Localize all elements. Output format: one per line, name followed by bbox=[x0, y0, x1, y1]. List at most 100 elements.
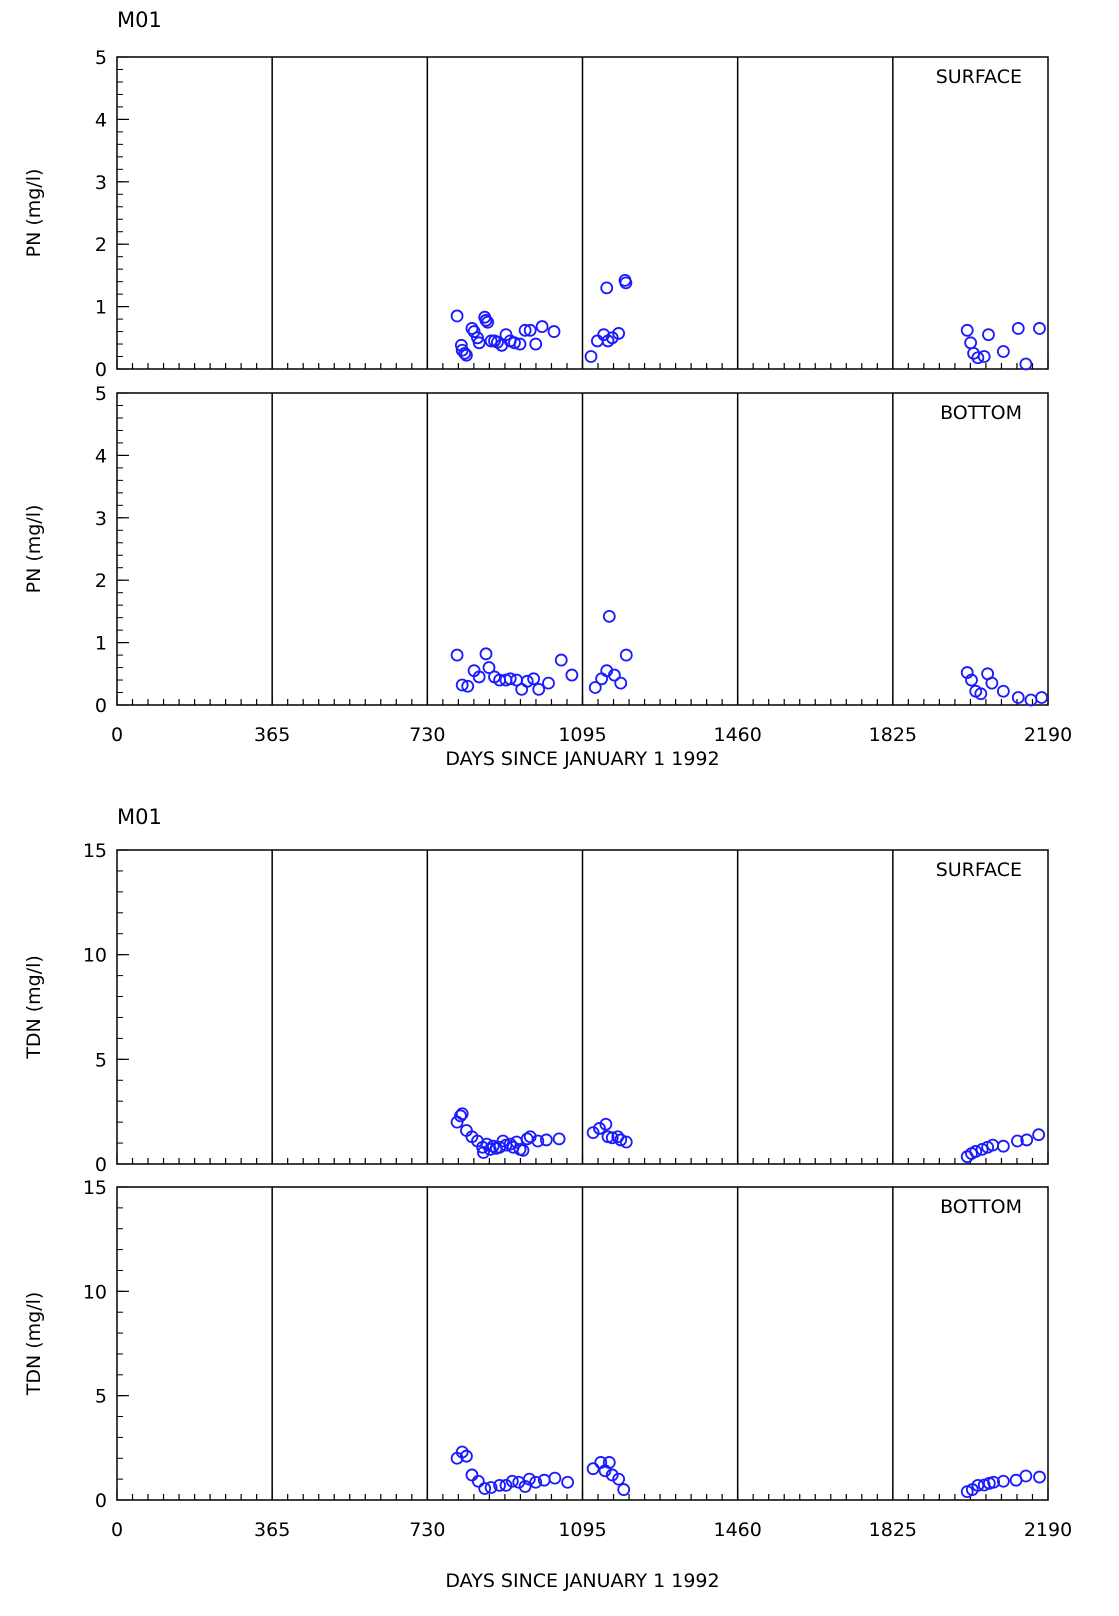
data-point bbox=[520, 674, 534, 688]
y-tick-label: 5 bbox=[95, 383, 107, 405]
data-point bbox=[996, 345, 1010, 358]
data-point bbox=[982, 328, 995, 342]
y-tick-label: 0 bbox=[95, 1490, 107, 1512]
data-point bbox=[1033, 1470, 1046, 1484]
y-tick-label: 1 bbox=[95, 633, 107, 655]
data-point bbox=[461, 679, 475, 693]
data-point bbox=[471, 1474, 485, 1488]
data-point bbox=[605, 1468, 619, 1482]
data-point bbox=[971, 351, 985, 365]
x-tick-label: 1095 bbox=[558, 724, 606, 746]
data-point bbox=[484, 334, 498, 348]
y-tick-label: 0 bbox=[95, 695, 107, 717]
data-point bbox=[455, 1107, 469, 1121]
data-point bbox=[503, 672, 517, 686]
data-point bbox=[614, 676, 628, 690]
data-point bbox=[460, 348, 473, 362]
data-point bbox=[503, 1137, 517, 1151]
x-tick-label: 730 bbox=[409, 724, 445, 746]
data-point bbox=[479, 647, 493, 661]
data-point bbox=[977, 350, 991, 363]
data-point bbox=[472, 336, 486, 350]
data-point bbox=[561, 1475, 575, 1489]
data-point bbox=[605, 1131, 619, 1145]
data-point bbox=[612, 327, 626, 340]
data-point bbox=[522, 1472, 536, 1486]
y-tick-label: 15 bbox=[83, 1177, 107, 1199]
data-point bbox=[454, 338, 468, 352]
x-axis-title: DAYS SINCE JANUARY 1 1992 bbox=[445, 1570, 719, 1592]
data-point bbox=[1035, 691, 1049, 704]
data-point bbox=[586, 1126, 600, 1139]
data-point bbox=[590, 334, 604, 348]
y-tick-label: 5 bbox=[95, 1386, 107, 1408]
data-point bbox=[964, 336, 978, 350]
data-point bbox=[539, 1133, 553, 1147]
data-point bbox=[996, 1139, 1010, 1153]
x-tick-label: 1095 bbox=[558, 1519, 606, 1541]
data-point bbox=[552, 1132, 566, 1146]
data-point bbox=[499, 1478, 513, 1492]
panel-2: 0 1 2 3 4 5 PN (mg/l) BOTTOM bbox=[23, 383, 1049, 717]
y-tick-label: 3 bbox=[95, 508, 107, 530]
data-point bbox=[542, 676, 555, 690]
data-point bbox=[465, 322, 479, 335]
data-point bbox=[593, 1122, 606, 1135]
y-tick-label: 10 bbox=[83, 1281, 107, 1303]
data-point bbox=[595, 672, 609, 686]
data-point bbox=[532, 683, 546, 696]
y-tick-label: 3 bbox=[95, 172, 107, 194]
data-point bbox=[535, 320, 549, 333]
data-point bbox=[529, 337, 543, 351]
data-point bbox=[996, 684, 1010, 698]
data-point bbox=[612, 1472, 626, 1486]
y-axis-label: TDN (mg/l) bbox=[23, 955, 45, 1060]
data-point bbox=[1011, 322, 1025, 335]
panel-1: 0 1 2 3 4 5 PN (mg/l) SURFACE bbox=[23, 47, 1049, 381]
x-tick-label: 1825 bbox=[869, 724, 917, 746]
data-point bbox=[450, 309, 464, 323]
data-point bbox=[614, 1133, 628, 1147]
panel-label: SURFACE bbox=[936, 859, 1022, 881]
data-point bbox=[607, 668, 621, 682]
data-point bbox=[975, 1142, 989, 1156]
station-label: M01 bbox=[117, 805, 162, 829]
data-point bbox=[974, 687, 988, 701]
panel-4: 0 5 10 15 TDN (mg/l) BOTTOM bbox=[23, 1177, 1049, 1512]
data-point bbox=[996, 1474, 1010, 1488]
data-point bbox=[554, 653, 568, 667]
data-point bbox=[547, 325, 561, 338]
data-point bbox=[960, 323, 974, 337]
data-point bbox=[1033, 322, 1046, 335]
data-point bbox=[985, 676, 999, 690]
data-point bbox=[477, 1146, 490, 1159]
data-point bbox=[450, 648, 464, 662]
data-point bbox=[599, 1117, 613, 1131]
data-point bbox=[619, 276, 633, 290]
data-point bbox=[529, 1475, 543, 1489]
data-point bbox=[531, 1134, 545, 1148]
y-tick-label: 5 bbox=[95, 1049, 107, 1071]
y-tick-label: 2 bbox=[95, 570, 107, 592]
data-point bbox=[523, 323, 537, 337]
y-tick-label: 1 bbox=[95, 297, 107, 319]
data-point bbox=[484, 1481, 498, 1494]
data-point bbox=[455, 1445, 469, 1459]
data-point bbox=[455, 678, 469, 692]
data-point bbox=[1019, 357, 1033, 371]
data-point bbox=[454, 1109, 467, 1123]
data-point bbox=[619, 648, 633, 662]
data-point bbox=[515, 683, 529, 696]
y-tick-label: 0 bbox=[95, 359, 107, 381]
data-point bbox=[605, 331, 619, 345]
data-point bbox=[486, 1139, 500, 1153]
data-point bbox=[513, 337, 527, 351]
x-tick-label: 2190 bbox=[1024, 1519, 1072, 1541]
data-point bbox=[527, 672, 541, 686]
x-tick-label: 365 bbox=[254, 1519, 290, 1541]
y-tick-label: 4 bbox=[95, 445, 107, 467]
data-point bbox=[483, 1142, 497, 1156]
y-tick-label: 4 bbox=[95, 109, 107, 131]
data-point bbox=[472, 670, 486, 684]
